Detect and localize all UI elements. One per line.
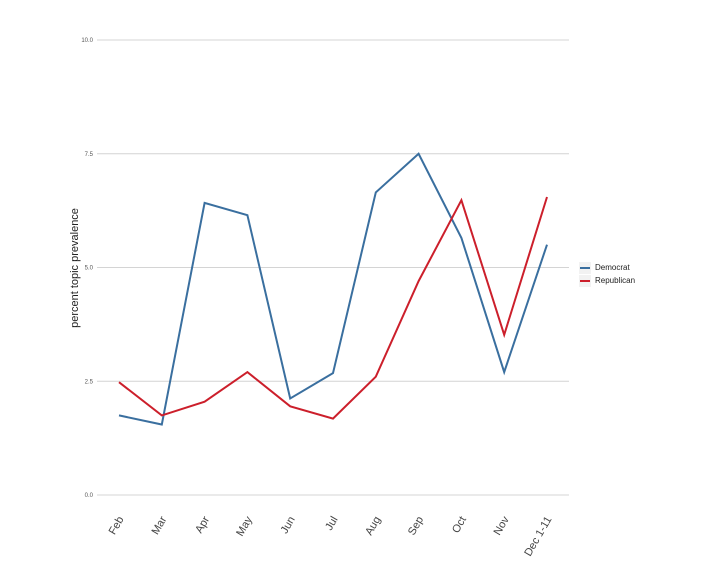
x-tick-label: May	[234, 514, 255, 538]
y-tick-label: 0.0	[85, 493, 94, 499]
series-lines	[118, 152, 548, 426]
y-axis-ticks: 0.0 2.5 5.0 7.5 10.0	[81, 38, 93, 499]
x-tick-label: Jul	[323, 515, 340, 533]
y-tick-label: 10.0	[81, 38, 93, 44]
x-axis-ticks: Feb Mar Apr May Jun Jul Aug Sep Oct Nov Dec 1-11	[107, 514, 555, 558]
x-tick-label: Aug	[363, 515, 383, 538]
y-tick-label: 7.5	[85, 152, 94, 158]
x-tick-label: Feb	[107, 515, 127, 537]
legend-item-republican: Republican	[579, 274, 635, 287]
x-tick-label: Oct	[450, 515, 469, 536]
grid-lines	[97, 39, 569, 496]
legend-label-democrat: Democrat	[595, 263, 630, 272]
y-axis-title: percent topic prevalence	[69, 208, 81, 328]
x-tick-label: Jun	[279, 515, 298, 536]
legend: Democrat Republican	[579, 261, 635, 287]
series-line-republican	[118, 196, 548, 420]
legend-swatch-democrat	[580, 266, 590, 269]
legend-key-democrat	[579, 261, 591, 274]
legend-label-republican: Republican	[595, 276, 636, 285]
y-tick-label: 5.0	[85, 266, 94, 272]
x-tick-label: Sep	[406, 515, 426, 538]
legend-swatch-republican	[580, 279, 590, 282]
legend-item-democrat: Democrat	[579, 261, 635, 274]
x-tick-label: Apr	[193, 514, 212, 535]
x-tick-label: Nov	[492, 514, 512, 537]
x-tick-label: Dec 1-11	[522, 515, 554, 559]
series-line-democrat	[118, 152, 548, 426]
y-tick-label: 2.5	[85, 379, 94, 385]
x-tick-label: Mar	[150, 514, 170, 537]
legend-key-republican	[579, 274, 591, 287]
